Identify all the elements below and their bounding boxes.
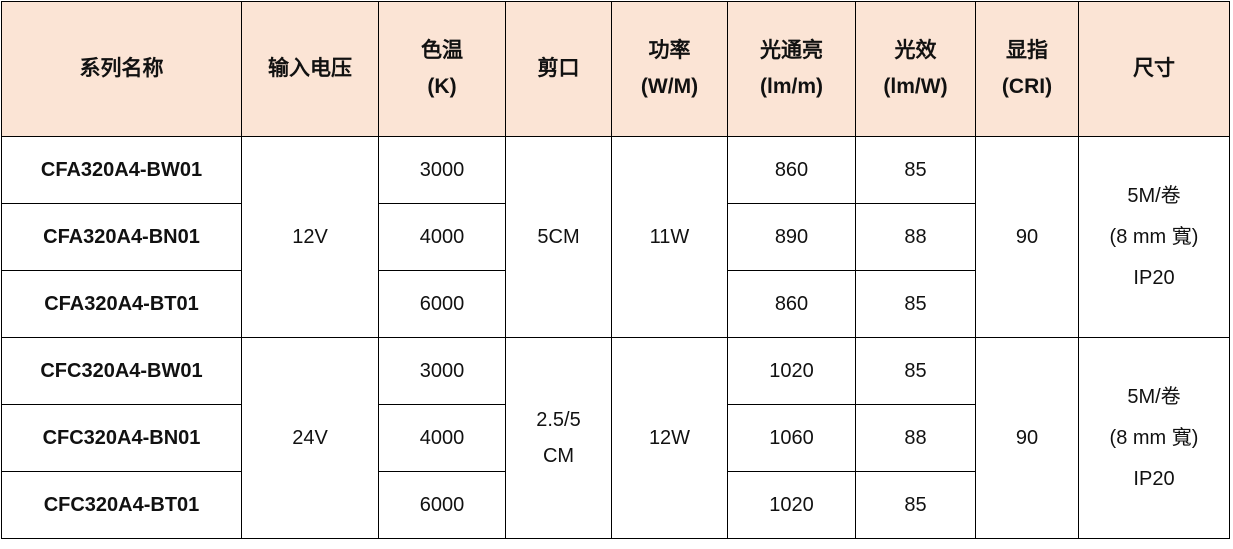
table-row: CFA320A4-BN01 4000 890 88 [1,203,1230,271]
header-unit: (CRI) [1001,75,1053,98]
table-row: CFA320A4-BT01 6000 860 85 [1,270,1230,338]
size-line: IP20 [1133,467,1175,490]
header-line: 光效 [894,39,937,62]
size-line: (8 mm 寬) [1109,225,1199,248]
model-cell: CFC320A4-BN01 [1,404,242,472]
model-cell: CFC320A4-BT01 [1,471,242,539]
lumen-cell: 1020 [727,471,856,539]
lumen-cell: 860 [727,136,856,204]
size-line: 5M/卷 [1127,184,1181,207]
cct-cell: 6000 [378,471,506,539]
efficacy-cell: 88 [855,404,976,472]
cct-cell: 6000 [378,270,506,338]
column-header: 光效 (lm/W) [855,1,976,137]
column-header: 色温 (K) [378,1,506,137]
size-line: (8 mm 寬) [1109,426,1199,449]
lumen-cell: 860 [727,270,856,338]
model-cell: CFA320A4-BW01 [1,136,242,204]
column-header: 尺寸 [1078,1,1230,137]
cri-cell: 90 [975,136,1079,338]
model-cell: CFA320A4-BT01 [1,270,242,338]
efficacy-cell: 85 [855,270,976,338]
header-unit: (lm/W) [883,75,948,98]
header-line: 系列名称 [79,57,164,80]
power-cell: 12W [611,337,728,539]
header-line: 色温 [421,39,463,62]
size-line: 5M/卷 [1127,385,1181,408]
size-cell: 5M/卷 (8 mm 寬) IP20 [1078,136,1230,338]
header-line: 显指 [1006,39,1048,62]
cut-line: 2.5/5 [536,409,581,431]
cct-cell: 3000 [378,136,506,204]
size-cell: 5M/卷 (8 mm 寬) IP20 [1078,337,1230,539]
column-header: 光通亮 (lm/m) [727,1,856,137]
table-row: CFA320A4-BW01 12V 3000 5CM 11W 860 85 90 5M/卷 (8 … [1,136,1230,338]
lumen-cell: 890 [727,203,856,271]
efficacy-cell: 85 [855,337,976,405]
header-line: 光通亮 [760,39,823,62]
table-row: CFC320A4-BT01 6000 1020 85 [1,471,1230,539]
cct-cell: 4000 [378,203,506,271]
lumen-cell: 1060 [727,404,856,472]
header-line: 尺寸 [1133,57,1175,80]
header-line: 功率 [648,39,691,62]
voltage-cell: 12V [241,136,379,338]
cct-cell: 4000 [378,404,506,472]
efficacy-cell: 88 [855,203,976,271]
column-header: 功率 (W/M) [611,1,728,137]
power-cell: 11W [611,136,728,338]
cri-cell: 90 [975,337,1079,539]
cut-line: 5CM [537,226,580,248]
cut-line: CM [542,445,575,467]
model-cell: CFC320A4-BW01 [1,337,242,405]
table-row: CFC320A4-BN01 4000 1060 88 [1,404,1230,472]
column-header: 剪口 [505,1,612,137]
size-line: IP20 [1133,266,1175,289]
header-unit: (K) [427,75,457,98]
header-unit: (lm/m) [760,75,823,98]
table-row: CFC320A4-BW01 24V 3000 2.5/5 CM 12W 1020 85 90 5M… [1,337,1230,539]
lumen-cell: 1020 [727,337,856,405]
header-row: 系列名称 输入电压 色温 (K) 剪口 功率 (W/M) 光通亮 (lm/m) 光效 (lm/W) 显… [1,1,1230,137]
voltage-cell: 24V [241,337,379,539]
efficacy-cell: 85 [855,136,976,204]
column-header: 显指 (CRI) [975,1,1079,137]
header-line: 剪口 [537,57,580,80]
spec-table: 系列名称 输入电压 色温 (K) 剪口 功率 (W/M) 光通亮 (lm/m) 光效 (lm/W) 显… [1,1,1230,539]
column-header: 输入电压 [241,1,379,137]
efficacy-cell: 85 [855,471,976,539]
header-unit: (W/M) [640,75,699,98]
cut-cell: 2.5/5 CM [505,337,612,539]
cut-cell: 5CM [505,136,612,338]
model-cell: CFA320A4-BN01 [1,203,242,271]
cct-cell: 3000 [378,337,506,405]
header-line: 输入电压 [268,57,352,80]
column-header: 系列名称 [1,1,242,137]
